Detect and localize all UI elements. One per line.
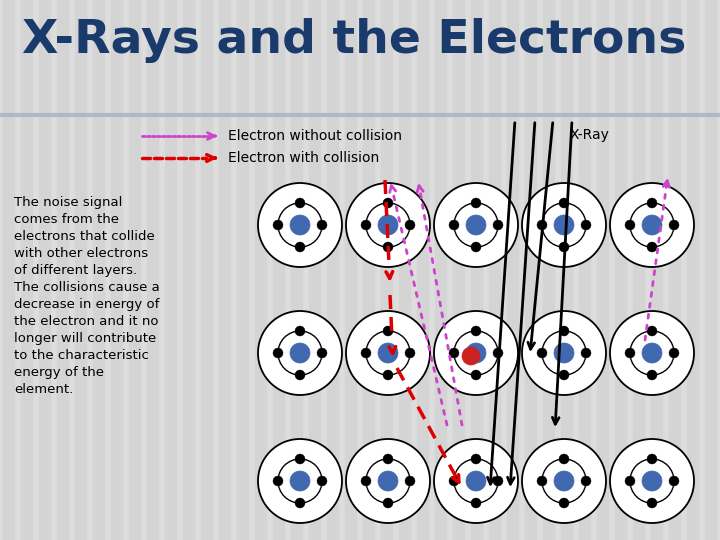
Circle shape	[559, 326, 569, 336]
Circle shape	[559, 454, 569, 464]
Circle shape	[559, 198, 569, 208]
Circle shape	[522, 311, 606, 395]
Circle shape	[434, 183, 518, 267]
Circle shape	[295, 326, 305, 336]
Circle shape	[647, 498, 657, 508]
Circle shape	[625, 220, 635, 230]
Circle shape	[669, 476, 679, 486]
Circle shape	[554, 471, 574, 491]
Circle shape	[383, 198, 393, 208]
Circle shape	[471, 498, 481, 508]
Circle shape	[471, 326, 481, 336]
Circle shape	[346, 311, 430, 395]
Circle shape	[273, 476, 283, 486]
Circle shape	[537, 348, 547, 358]
Circle shape	[295, 198, 305, 208]
Circle shape	[647, 326, 657, 336]
Circle shape	[405, 348, 415, 358]
Circle shape	[642, 215, 662, 235]
Circle shape	[378, 343, 398, 363]
Circle shape	[405, 220, 415, 230]
Circle shape	[471, 370, 481, 380]
Circle shape	[647, 242, 657, 252]
Circle shape	[378, 471, 398, 491]
Circle shape	[581, 348, 591, 358]
Circle shape	[610, 183, 694, 267]
Circle shape	[317, 220, 327, 230]
Text: X-Ray: X-Ray	[570, 128, 610, 142]
Circle shape	[559, 370, 569, 380]
Circle shape	[346, 439, 430, 523]
Circle shape	[462, 347, 480, 365]
Circle shape	[647, 370, 657, 380]
Circle shape	[361, 220, 371, 230]
Circle shape	[361, 476, 371, 486]
Circle shape	[466, 471, 486, 491]
Circle shape	[290, 215, 310, 235]
Circle shape	[383, 242, 393, 252]
Circle shape	[405, 476, 415, 486]
Circle shape	[383, 498, 393, 508]
Circle shape	[295, 370, 305, 380]
Circle shape	[258, 183, 342, 267]
Circle shape	[361, 348, 371, 358]
Circle shape	[449, 348, 459, 358]
Circle shape	[522, 439, 606, 523]
Circle shape	[559, 498, 569, 508]
Circle shape	[295, 242, 305, 252]
Circle shape	[669, 220, 679, 230]
Circle shape	[610, 311, 694, 395]
Text: Electron without collision: Electron without collision	[228, 129, 402, 143]
Circle shape	[471, 454, 481, 464]
Text: Electron with collision: Electron with collision	[228, 151, 379, 165]
Circle shape	[378, 215, 398, 235]
Circle shape	[449, 220, 459, 230]
Text: The noise signal
comes from the
electrons that collide
with other electrons
of d: The noise signal comes from the electron…	[14, 196, 160, 396]
Circle shape	[434, 311, 518, 395]
Circle shape	[537, 220, 547, 230]
Circle shape	[383, 326, 393, 336]
Circle shape	[669, 348, 679, 358]
Circle shape	[581, 220, 591, 230]
Circle shape	[642, 471, 662, 491]
Circle shape	[642, 343, 662, 363]
Circle shape	[471, 242, 481, 252]
Circle shape	[554, 343, 574, 363]
Circle shape	[317, 476, 327, 486]
Circle shape	[258, 439, 342, 523]
Circle shape	[493, 220, 503, 230]
Circle shape	[625, 476, 635, 486]
Circle shape	[346, 183, 430, 267]
Circle shape	[522, 183, 606, 267]
Circle shape	[537, 476, 547, 486]
Circle shape	[466, 343, 486, 363]
Circle shape	[493, 476, 503, 486]
Circle shape	[290, 471, 310, 491]
Circle shape	[554, 215, 574, 235]
Circle shape	[610, 439, 694, 523]
Circle shape	[581, 476, 591, 486]
Circle shape	[383, 370, 393, 380]
Circle shape	[466, 215, 486, 235]
Circle shape	[258, 311, 342, 395]
Circle shape	[647, 454, 657, 464]
Circle shape	[295, 454, 305, 464]
Circle shape	[625, 348, 635, 358]
Circle shape	[434, 439, 518, 523]
Circle shape	[493, 348, 503, 358]
Circle shape	[317, 348, 327, 358]
Text: X-Rays and the Electrons: X-Rays and the Electrons	[22, 18, 686, 63]
Circle shape	[647, 198, 657, 208]
Circle shape	[383, 454, 393, 464]
Circle shape	[471, 198, 481, 208]
Circle shape	[449, 476, 459, 486]
Circle shape	[559, 242, 569, 252]
Circle shape	[290, 343, 310, 363]
Circle shape	[295, 498, 305, 508]
Circle shape	[273, 220, 283, 230]
Circle shape	[273, 348, 283, 358]
